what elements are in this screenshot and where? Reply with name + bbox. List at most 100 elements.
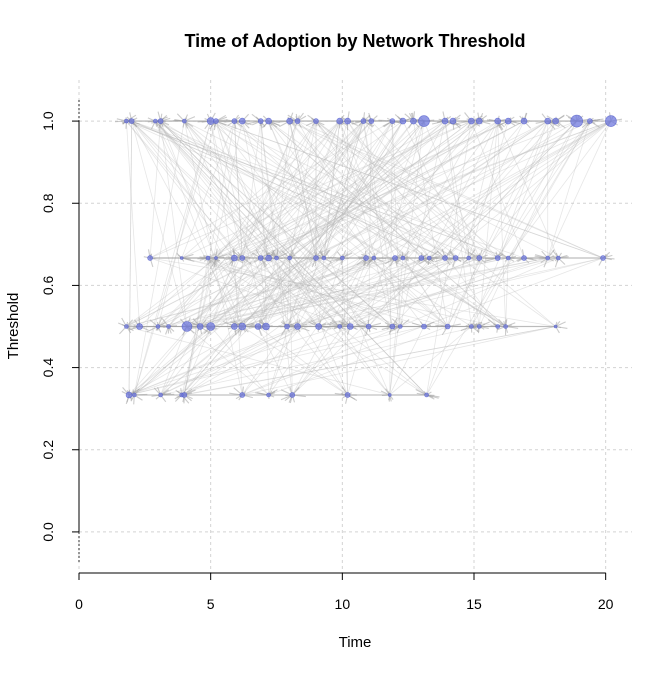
data-point — [601, 256, 606, 261]
x-tick-label: 0 — [75, 596, 83, 612]
network-edge — [242, 327, 555, 395]
data-point — [290, 392, 295, 397]
data-point — [345, 118, 351, 124]
data-point — [450, 118, 456, 124]
data-point — [504, 325, 508, 329]
network-edge — [340, 327, 427, 395]
data-point — [443, 256, 448, 261]
network-edge — [126, 121, 139, 326]
x-tick-label: 20 — [598, 596, 614, 612]
data-point — [477, 256, 482, 261]
data-point — [366, 324, 371, 329]
data-point — [345, 392, 350, 397]
data-point — [400, 118, 406, 124]
data-point — [522, 256, 527, 261]
data-point — [287, 118, 293, 124]
data-point — [401, 256, 405, 260]
y-tick-label: 1.0 — [40, 111, 56, 131]
data-point — [159, 393, 163, 397]
data-point — [255, 324, 261, 330]
data-point — [340, 256, 344, 260]
data-point — [469, 325, 473, 329]
data-point — [605, 116, 616, 127]
y-tick-label: 0.4 — [40, 358, 56, 378]
data-point — [214, 257, 217, 260]
data-point — [258, 119, 263, 124]
data-point — [288, 256, 292, 260]
data-point — [410, 118, 416, 124]
data-point — [388, 393, 391, 396]
data-point — [124, 325, 128, 329]
data-point — [442, 118, 448, 124]
data-point — [322, 256, 326, 260]
y-tick-label: 0.6 — [40, 275, 56, 295]
data-point — [314, 256, 319, 261]
data-point — [275, 256, 279, 260]
data-point — [267, 393, 271, 397]
data-point — [477, 325, 481, 329]
data-point — [546, 256, 550, 260]
data-point — [495, 256, 500, 261]
data-point — [347, 324, 353, 330]
network-edge — [182, 327, 556, 395]
data-point — [556, 256, 560, 260]
network-edge — [150, 121, 161, 258]
y-tick-label: 0.0 — [40, 522, 56, 542]
data-point — [182, 119, 186, 123]
data-point — [137, 324, 143, 330]
data-point — [206, 256, 210, 260]
data-point — [197, 324, 203, 330]
x-tick-label: 15 — [466, 596, 482, 612]
data-point — [338, 325, 342, 329]
data-point — [496, 325, 500, 329]
data-point — [495, 118, 501, 124]
data-point — [553, 118, 559, 124]
data-point — [364, 256, 369, 261]
data-point — [398, 325, 402, 329]
data-point — [258, 256, 263, 261]
chart-title: Time of Adoption by Network Threshold — [184, 31, 525, 51]
data-point — [390, 324, 395, 329]
data-point — [476, 118, 482, 124]
data-point — [453, 256, 458, 261]
data-point — [314, 119, 319, 124]
data-point — [427, 256, 431, 260]
data-point — [231, 324, 237, 330]
data-point — [239, 323, 246, 330]
data-point — [129, 119, 134, 124]
data-point — [182, 322, 192, 332]
data-point — [182, 392, 187, 397]
data-point — [295, 119, 300, 124]
y-axis-label: Threshold — [5, 293, 22, 360]
data-point — [239, 118, 245, 124]
data-point — [337, 118, 343, 124]
data-point — [372, 256, 376, 260]
data-point — [207, 323, 215, 331]
y-tick-label: 0.2 — [40, 440, 56, 460]
data-point — [554, 325, 557, 328]
data-point — [505, 118, 511, 124]
data-point — [587, 119, 592, 124]
network-edge — [161, 121, 393, 326]
data-point — [418, 116, 429, 127]
x-tick-label: 5 — [207, 596, 215, 612]
data-point — [393, 256, 398, 261]
data-point — [421, 324, 426, 329]
data-point — [153, 119, 157, 123]
data-point — [266, 118, 272, 124]
data-point — [369, 119, 374, 124]
x-axis-label: Time — [339, 634, 372, 651]
data-point — [240, 392, 245, 397]
data-point — [316, 324, 322, 330]
data-point — [126, 392, 132, 398]
data-point — [545, 118, 551, 124]
data-point — [124, 119, 128, 123]
data-point — [266, 255, 272, 261]
data-point — [262, 323, 269, 330]
data-point — [132, 393, 136, 397]
data-point — [180, 257, 183, 260]
data-point — [285, 324, 290, 329]
data-point — [467, 256, 471, 260]
network-edge — [471, 121, 589, 326]
data-point — [419, 256, 424, 261]
